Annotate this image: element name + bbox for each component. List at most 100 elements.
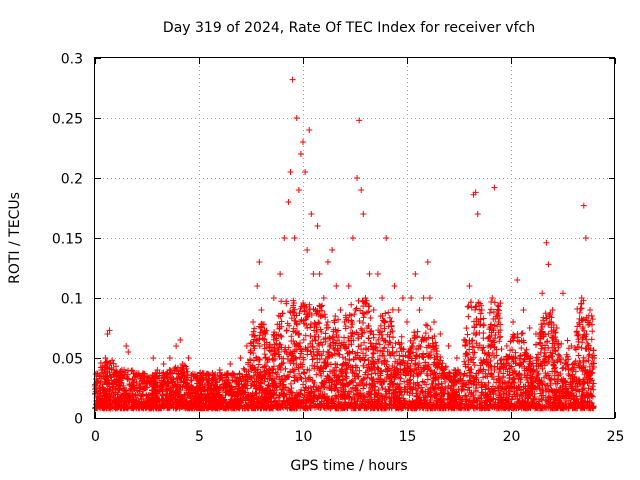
y-tick-label: 0.05	[52, 352, 83, 368]
data-point	[366, 271, 373, 277]
data-point	[431, 319, 438, 325]
data-point	[503, 343, 510, 349]
data-point	[258, 307, 265, 313]
data-point	[243, 343, 250, 349]
data-point	[574, 331, 581, 337]
data-point	[289, 76, 296, 83]
data-point	[545, 261, 552, 268]
data-point	[177, 337, 184, 343]
data-point	[123, 343, 130, 349]
y-tick-label: 0.1	[61, 292, 83, 308]
data-point	[356, 117, 363, 124]
data-point	[304, 247, 311, 253]
data-point	[310, 271, 317, 277]
data-point	[287, 169, 294, 175]
data-point	[297, 151, 304, 157]
background-noise-points	[92, 297, 597, 412]
data-point	[295, 187, 302, 193]
data-point	[312, 307, 319, 313]
data-point	[526, 325, 533, 331]
x-tick-label: 10	[295, 429, 313, 445]
data-point	[196, 379, 202, 385]
data-point	[237, 355, 244, 361]
data-point	[532, 331, 539, 337]
data-point	[553, 325, 560, 331]
y-tick-label: 0.15	[52, 232, 83, 248]
y-tick-label: 0.3	[61, 52, 83, 68]
data-point	[412, 271, 419, 277]
data-point	[426, 295, 433, 301]
data-point	[424, 259, 431, 265]
data-point	[539, 290, 546, 297]
data-point	[306, 127, 313, 133]
data-point	[580, 202, 587, 209]
data-point	[560, 290, 566, 297]
data-point	[341, 319, 348, 325]
data-point	[110, 367, 117, 373]
data-point	[399, 295, 406, 301]
data-point	[308, 211, 315, 217]
data-point	[154, 367, 161, 373]
data-point	[102, 355, 109, 361]
data-point	[404, 319, 410, 325]
x-axis-label: GPS time / hours	[290, 458, 407, 474]
data-point	[320, 295, 327, 301]
data-point	[262, 331, 269, 337]
data-point	[150, 355, 157, 361]
data-point	[216, 367, 223, 373]
data-point	[349, 235, 356, 241]
noise-band	[92, 297, 597, 412]
data-point	[416, 307, 423, 313]
data-point	[291, 235, 298, 241]
data-point	[144, 373, 150, 379]
data-point	[116, 379, 123, 385]
data-point	[489, 295, 496, 301]
data-point	[270, 295, 277, 301]
data-point	[582, 235, 589, 241]
data-point	[329, 247, 336, 253]
data-point	[420, 295, 427, 301]
data-point	[478, 307, 485, 313]
data-point	[98, 367, 105, 373]
data-point	[160, 361, 167, 367]
data-point	[94, 379, 101, 385]
data-point	[277, 271, 284, 277]
data-point	[354, 175, 361, 181]
data-point	[591, 355, 598, 361]
data-point	[485, 343, 492, 349]
data-point	[133, 379, 140, 385]
data-point	[362, 295, 369, 301]
data-point	[333, 283, 340, 289]
x-tick-label: 5	[195, 429, 204, 445]
data-point	[510, 319, 517, 325]
data-point	[360, 211, 367, 217]
data-point	[345, 283, 352, 289]
data-point	[104, 331, 111, 337]
data-point	[474, 211, 481, 217]
data-point	[462, 343, 469, 349]
data-point	[408, 295, 415, 301]
axis-ticks: 0 5 10 15 20 25 0 0.05 0.1 0.15 0.2 0.25 0.3	[52, 52, 625, 446]
data-point	[568, 343, 575, 349]
data-point	[578, 295, 585, 301]
data-point	[166, 355, 173, 361]
data-point	[549, 307, 556, 313]
data-point	[179, 361, 186, 367]
data-point	[173, 343, 180, 349]
data-point	[285, 199, 292, 205]
data-point	[281, 235, 288, 241]
data-point	[227, 361, 234, 367]
data-point	[185, 355, 192, 361]
data-point	[324, 259, 331, 265]
data-point	[437, 331, 444, 337]
data-points	[94, 76, 598, 385]
data-point	[453, 355, 460, 361]
data-point	[383, 235, 390, 241]
data-point	[587, 307, 594, 313]
data-point	[254, 283, 261, 289]
y-tick-label: 0	[74, 412, 83, 428]
data-point	[395, 307, 402, 313]
data-point	[337, 307, 344, 313]
x-tick-label: 0	[91, 429, 100, 445]
